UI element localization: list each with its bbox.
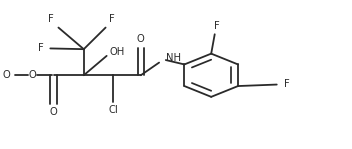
Text: Cl: Cl <box>108 105 118 115</box>
Text: F: F <box>214 21 219 31</box>
Text: O: O <box>3 70 11 80</box>
Text: F: F <box>48 14 54 24</box>
Text: F: F <box>109 14 115 24</box>
Text: O: O <box>137 34 145 45</box>
Text: F: F <box>38 43 43 53</box>
Text: O: O <box>50 107 57 117</box>
Text: OH: OH <box>109 47 125 57</box>
Text: NH: NH <box>166 53 181 63</box>
Text: F: F <box>284 79 289 89</box>
Text: O: O <box>29 70 36 80</box>
